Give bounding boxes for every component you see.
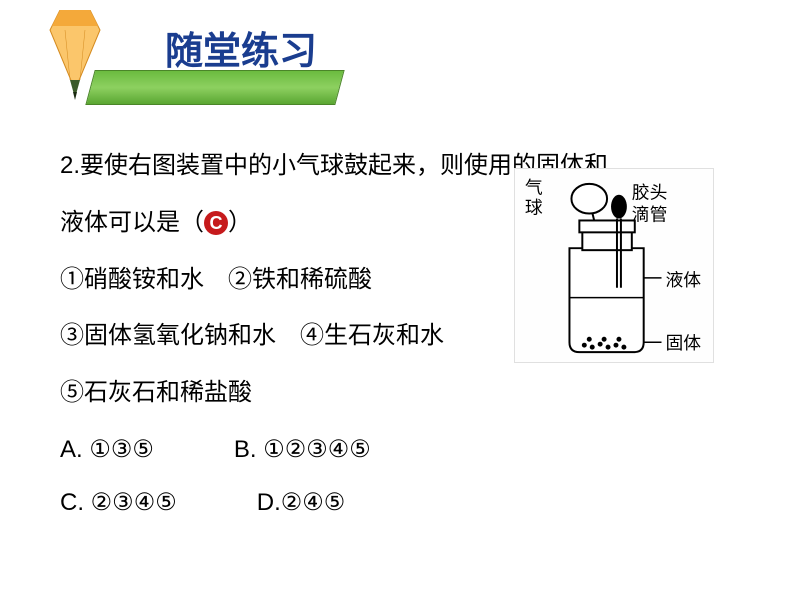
solid-label: 固体	[665, 333, 701, 353]
stem-suffix: ）	[228, 209, 252, 236]
stem-prefix: 液体可以是（	[60, 209, 204, 236]
condition-row-3: ⑤石灰石和稀盐酸	[60, 367, 734, 420]
condition-2: ②铁和稀硫酸	[228, 266, 372, 293]
question-body: 2.要使右图装置中的小气球鼓起来，则使用的固体和 液体可以是（C） ①硝酸铵和水…	[0, 120, 794, 530]
dropper-label-2: 滴管	[632, 204, 668, 224]
options-row-2: C. ②③④⑤ D.②④⑤	[60, 477, 734, 530]
slide-header: 随堂练习	[0, 0, 794, 120]
question-number: 2.	[60, 152, 80, 179]
pencil-icon	[40, 10, 110, 105]
liquid-label: 液体	[665, 270, 701, 290]
option-a: A. ①③⑤	[60, 424, 154, 477]
balloon-label-2: 球	[525, 198, 543, 218]
green-board-graphic	[85, 70, 344, 105]
answer-badge: C	[204, 211, 228, 235]
dropper-label-1: 胶头	[632, 183, 668, 203]
condition-4: ④生石灰和水	[300, 322, 444, 349]
condition-3: ③固体氢氧化钠和水	[60, 322, 276, 349]
balloon-label-1: 气	[525, 178, 543, 198]
condition-1: ①硝酸铵和水	[60, 266, 204, 293]
slide-title: 随堂练习	[165, 20, 317, 75]
option-b: B. ①②③④⑤	[234, 424, 371, 477]
options-row-1: A. ①③⑤ B. ①②③④⑤	[60, 424, 734, 477]
apparatus-diagram: 气 球 胶头 滴管 液体 固体	[514, 168, 714, 363]
condition-5: ⑤石灰石和稀盐酸	[60, 379, 252, 406]
option-c: C. ②③④⑤	[60, 477, 177, 530]
option-d: D.②④⑤	[257, 477, 346, 530]
